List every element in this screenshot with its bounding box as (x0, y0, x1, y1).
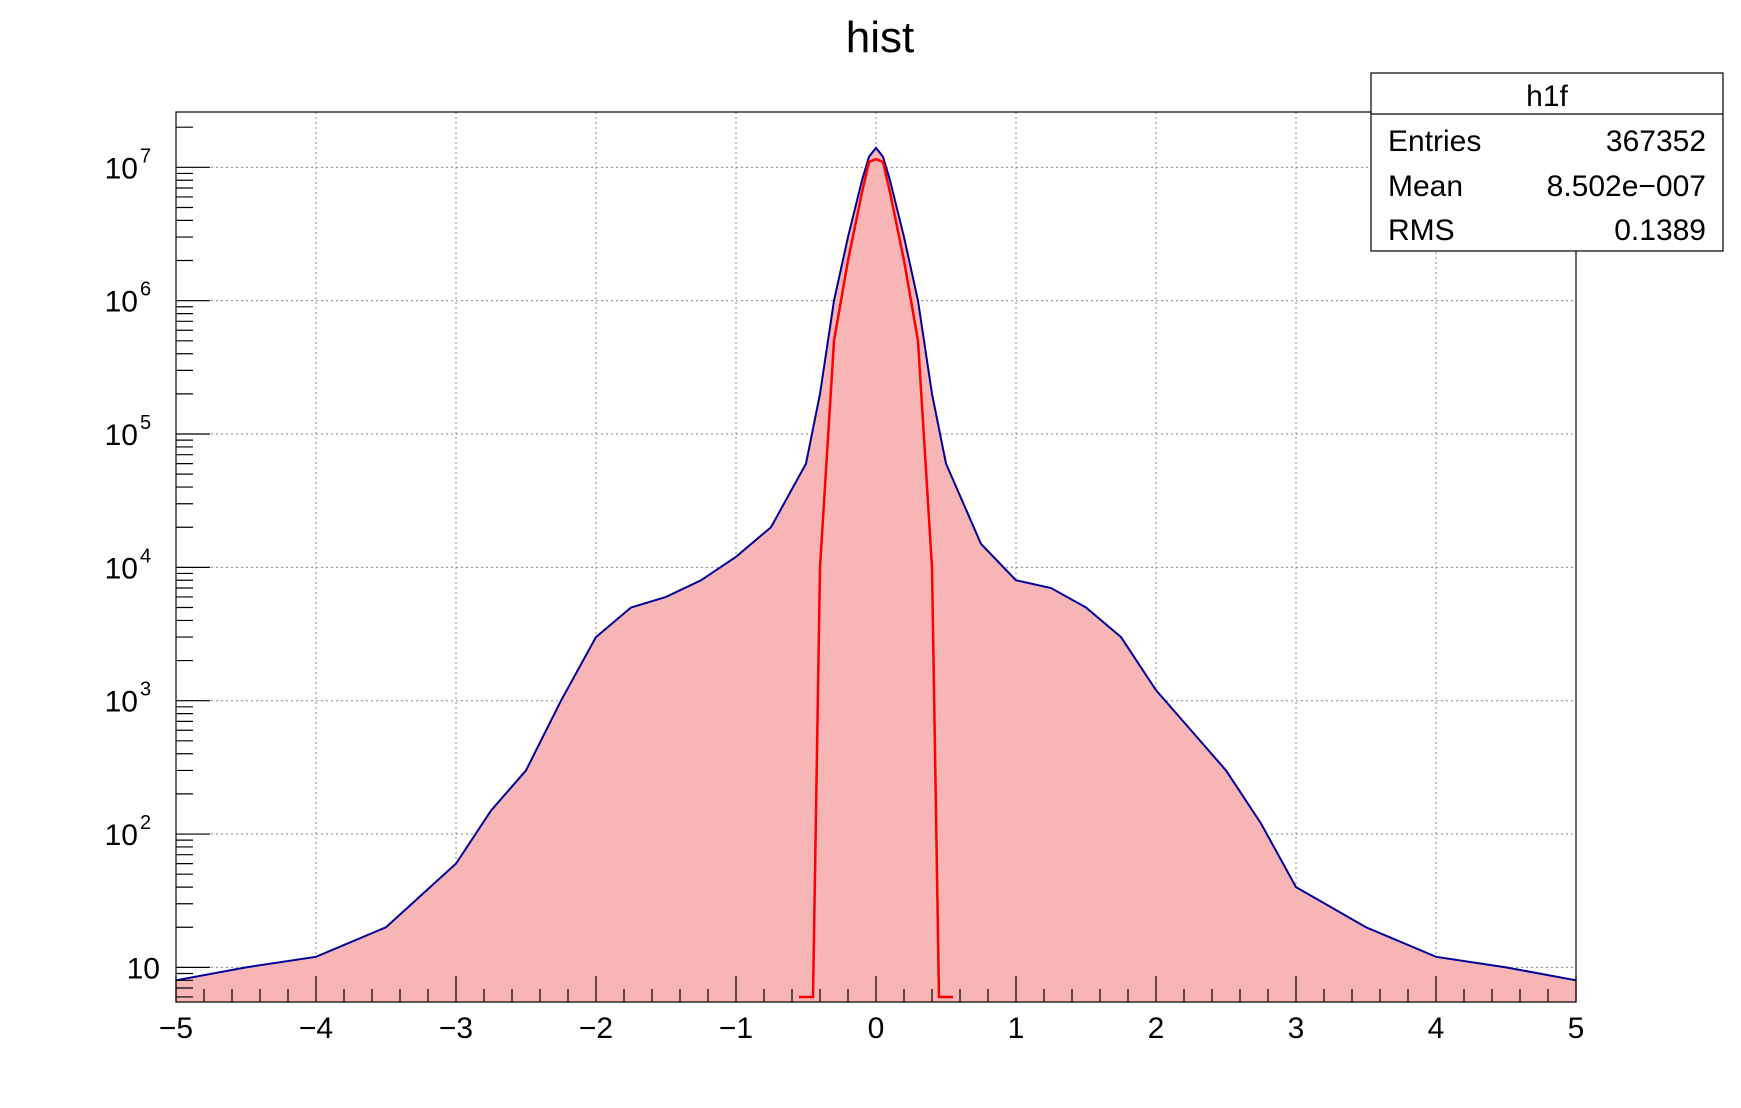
y-tick-label: 10 2 (105, 812, 152, 852)
y-tick-label-exponent: 7 (140, 145, 151, 167)
x-tick-label: −5 (159, 1012, 193, 1045)
x-tick-label: 5 (1568, 1012, 1585, 1045)
stats-mean-label: Mean (1388, 170, 1463, 203)
x-tick-label: −2 (579, 1012, 613, 1045)
stats-entries-label: Entries (1388, 125, 1481, 158)
x-tick-label: 0 (868, 1012, 885, 1045)
stats-rms-label: RMS (1388, 214, 1455, 247)
y-tick-label-exponent: 3 (140, 679, 151, 701)
y-tick-label-base: 10 (105, 152, 138, 185)
y-tick-label-base: 10 (105, 819, 138, 852)
y-tick-label: 10 4 (105, 545, 152, 585)
y-tick-label: 10 3 (105, 679, 152, 719)
y-tick-label: 10 5 (105, 412, 152, 452)
stats-rms-value: 0.1389 (1614, 214, 1706, 247)
stats-box: h1f Entries 367352 Mean 8.502e−007 RMS 0… (1370, 72, 1724, 252)
y-tick-label-exponent: 6 (140, 279, 151, 301)
x-tick-label: −3 (439, 1012, 473, 1045)
y-tick-label-base: 10 (105, 286, 138, 319)
stats-entries-value: 367352 (1606, 125, 1706, 158)
y-tick-label: 10 7 (105, 145, 152, 185)
stats-box-name: h1f (1526, 80, 1568, 113)
histogram-fill (176, 147, 1576, 1002)
y-tick-label-base: 10 (105, 686, 138, 719)
x-tick-label: −4 (299, 1012, 333, 1045)
x-tick-label: 2 (1148, 1012, 1165, 1045)
stats-box-frame (1370, 72, 1724, 252)
x-tick-label: −1 (719, 1012, 753, 1045)
y-tick-label-exponent: 5 (140, 412, 151, 434)
y-tick-label-exponent: 2 (140, 812, 151, 834)
stats-mean-value: 8.502e−007 (1547, 170, 1706, 203)
fit-curve (799, 157, 953, 999)
y-tick-label-base: 10 (105, 552, 138, 585)
y-tick-label: 10 6 (105, 279, 152, 319)
histogram-bars (175, 146, 1577, 1002)
histogram-outline (175, 146, 1577, 982)
y-tick-label: 10 (127, 952, 160, 985)
axis-ticks (175, 126, 1577, 1002)
y-tick-label-base: 10 (105, 419, 138, 452)
fit-line (799, 157, 953, 999)
y-tick-label-exponent: 4 (140, 545, 151, 567)
x-tick-label: 4 (1428, 1012, 1445, 1045)
chart-title: hist (846, 13, 914, 62)
x-tick-label: 3 (1288, 1012, 1305, 1045)
x-tick-label: 1 (1008, 1012, 1025, 1045)
x-tick-labels: −5 −4 −3 −2 −1 0 1 2 3 4 5 (159, 1012, 1584, 1045)
